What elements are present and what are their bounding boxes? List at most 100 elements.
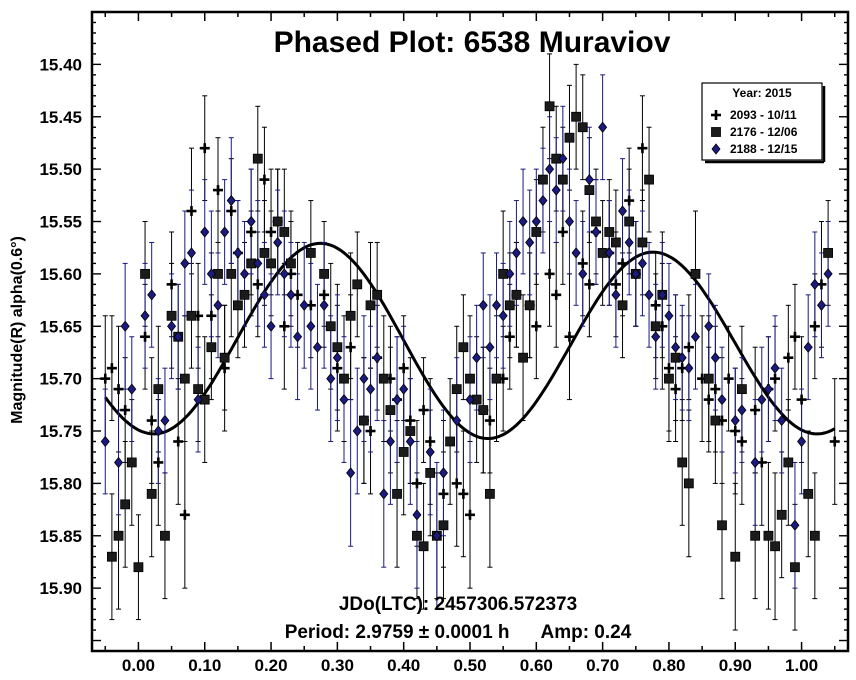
square-marker [405,426,416,436]
diamond-marker [618,205,628,217]
diamond-marker [366,383,376,395]
diamond-marker [425,446,435,458]
diamond-marker [757,393,767,406]
square-marker [591,216,601,227]
diamond-marker [545,163,555,175]
diamond-marker [293,331,303,343]
square-marker [398,447,409,457]
square-marker [319,268,330,279]
square-marker [776,509,787,520]
square-marker [272,216,283,227]
diamond-marker [273,236,283,249]
square-marker [140,268,150,279]
diamond-marker [578,268,588,280]
diamond-marker [266,320,276,332]
square-marker [790,562,800,573]
diamond-marker [286,289,296,301]
diamond-marker [485,341,495,353]
square-marker [538,174,548,185]
x-tick-label: 0.90 [719,656,752,675]
y-tick-label: 15.90 [39,579,82,598]
x-tick-label: 0.40 [387,656,420,675]
diamond-marker [160,414,170,427]
diamond-marker [777,414,787,427]
legend-entry-label: 2093 - 10/11 [730,108,797,122]
square-marker [809,530,820,541]
diamond-marker [465,393,475,406]
square-marker [153,384,164,395]
x-tick-label: 0.50 [453,656,486,675]
y-tick-label: 15.70 [39,370,82,389]
diamond-marker [591,226,601,238]
diamond-marker [763,383,773,395]
diamond-marker [644,289,654,301]
diamond-marker [399,383,409,395]
diamond-marker [631,268,641,280]
square-marker [650,321,661,332]
legend-box [701,82,823,161]
diamond-marker [711,143,721,155]
square-marker [644,174,654,185]
y-tick-label: 15.40 [39,55,82,74]
y-tick-label: 15.75 [39,422,82,441]
square-marker [226,268,237,279]
diamond-marker [717,393,727,406]
square-marker [239,289,250,300]
diamond-marker [326,372,336,385]
diamond-marker [206,268,216,280]
diamond-marker [803,341,813,353]
legend-entry-label: 2176 - 12/06 [730,125,798,139]
diamond-marker [147,289,157,301]
square-marker [126,457,137,468]
diamond-marker [478,299,488,311]
square-marker [286,258,296,269]
square-marker [339,373,349,384]
x-tick-label: 0.10 [188,656,221,675]
diamond-marker [511,247,521,259]
square-marker [358,415,369,426]
diamond-marker [352,425,362,437]
square-marker [518,352,528,363]
diamond-marker [558,153,568,165]
x-tick-label: 0.60 [520,656,553,675]
square-marker [604,227,615,237]
diamond-marker [525,236,535,249]
x-tick-label: 0.30 [321,656,354,675]
diamond-marker [637,257,647,270]
square-marker [219,352,230,363]
square-marker [577,122,588,133]
diamond-marker [180,257,190,270]
diamond-marker [372,352,382,364]
square-marker [750,530,761,541]
jdo-annotation: JDo(LTC): 2457306.572373 [339,594,577,615]
square-marker [783,457,794,468]
diamond-marker [671,341,681,353]
diamond-marker [598,121,608,133]
diamond-marker [226,194,236,207]
diamond-marker [332,352,342,364]
square-marker [571,111,582,122]
diamond-marker [737,404,747,416]
diamond-marker [492,299,502,311]
square-marker [524,300,535,311]
diamond-marker [379,488,389,500]
diamond-marker [452,414,462,427]
x-tick-label: 1.00 [785,656,818,675]
square-marker [544,101,555,112]
square-marker [412,530,422,541]
diamond-marker [319,299,329,311]
diamond-marker [339,393,349,406]
square-marker [266,258,276,269]
diamond-marker [312,341,322,353]
diamond-marker [472,352,482,364]
square-marker [279,227,290,237]
square-marker [736,384,747,395]
legend-items: 2093 - 10/11 2176 - 12/06 2188 - 12/15 [711,108,798,156]
square-marker [637,237,648,248]
square-marker [763,530,774,541]
diamond-marker [505,268,515,280]
square-marker [717,520,727,531]
square-marker [770,541,780,552]
square-marker [823,248,834,258]
